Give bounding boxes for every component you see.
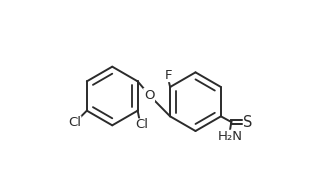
Text: H₂N: H₂N [217,130,242,143]
Text: Cl: Cl [135,118,148,131]
Text: F: F [164,69,172,82]
Text: O: O [144,89,154,102]
Text: Cl: Cl [68,116,82,128]
Text: S: S [243,114,253,130]
